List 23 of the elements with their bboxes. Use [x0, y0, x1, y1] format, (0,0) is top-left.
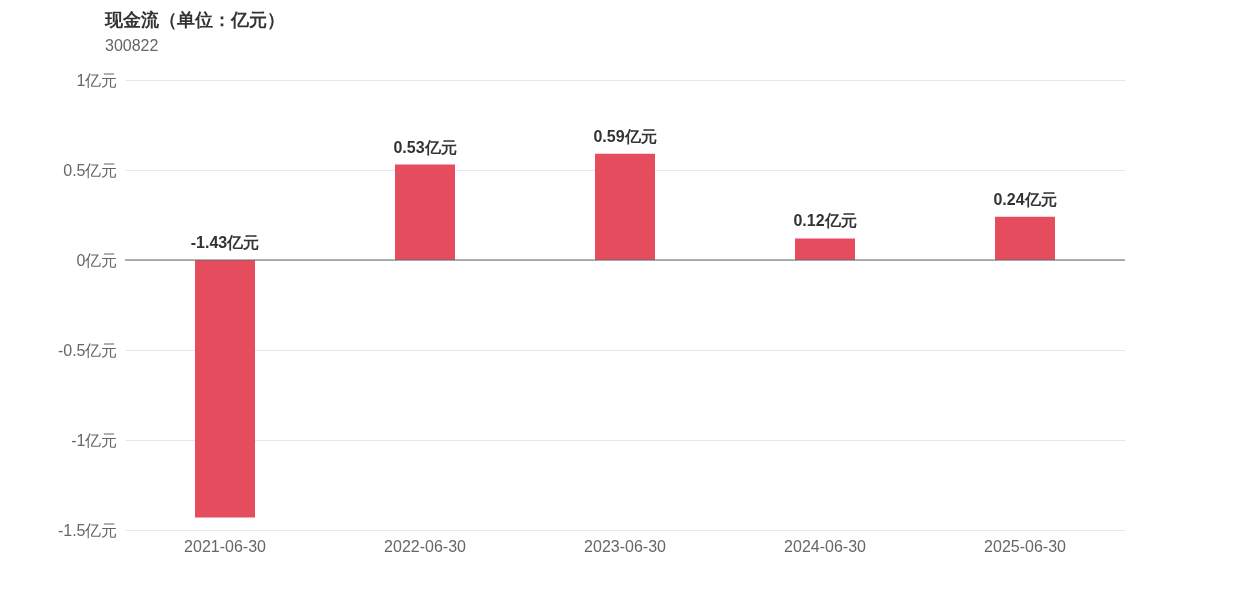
- data-label: 0.24亿元: [993, 190, 1057, 208]
- bar: [995, 216, 1055, 260]
- y-tick-label: 0亿元: [76, 251, 118, 269]
- data-label: 0.53亿元: [393, 138, 457, 156]
- data-label: -1.43亿元: [190, 234, 260, 251]
- y-tick-label: -1.5亿元: [57, 521, 118, 539]
- chart-title: 现金流（单位：亿元）: [104, 10, 285, 30]
- x-tick-label: 2023-06-30: [584, 537, 667, 555]
- bar: [395, 164, 455, 260]
- bar: [595, 153, 655, 260]
- y-tick-label: -0.5亿元: [57, 341, 118, 359]
- y-tick-label: 0.5亿元: [63, 161, 118, 179]
- x-tick-label: 2021-06-30: [184, 537, 267, 555]
- chart-subtitle: 300822: [105, 37, 159, 54]
- x-tick-label: 2022-06-30: [384, 537, 467, 555]
- bar: [195, 260, 255, 518]
- x-tick-label: 2024-06-30: [784, 537, 867, 555]
- x-tick-label: 2025-06-30: [984, 537, 1067, 555]
- bar: [795, 238, 855, 260]
- data-label: 0.59亿元: [593, 127, 657, 145]
- y-tick-label: 1亿元: [76, 71, 118, 89]
- data-label: 0.12亿元: [793, 212, 857, 230]
- y-tick-label: -1亿元: [71, 431, 118, 449]
